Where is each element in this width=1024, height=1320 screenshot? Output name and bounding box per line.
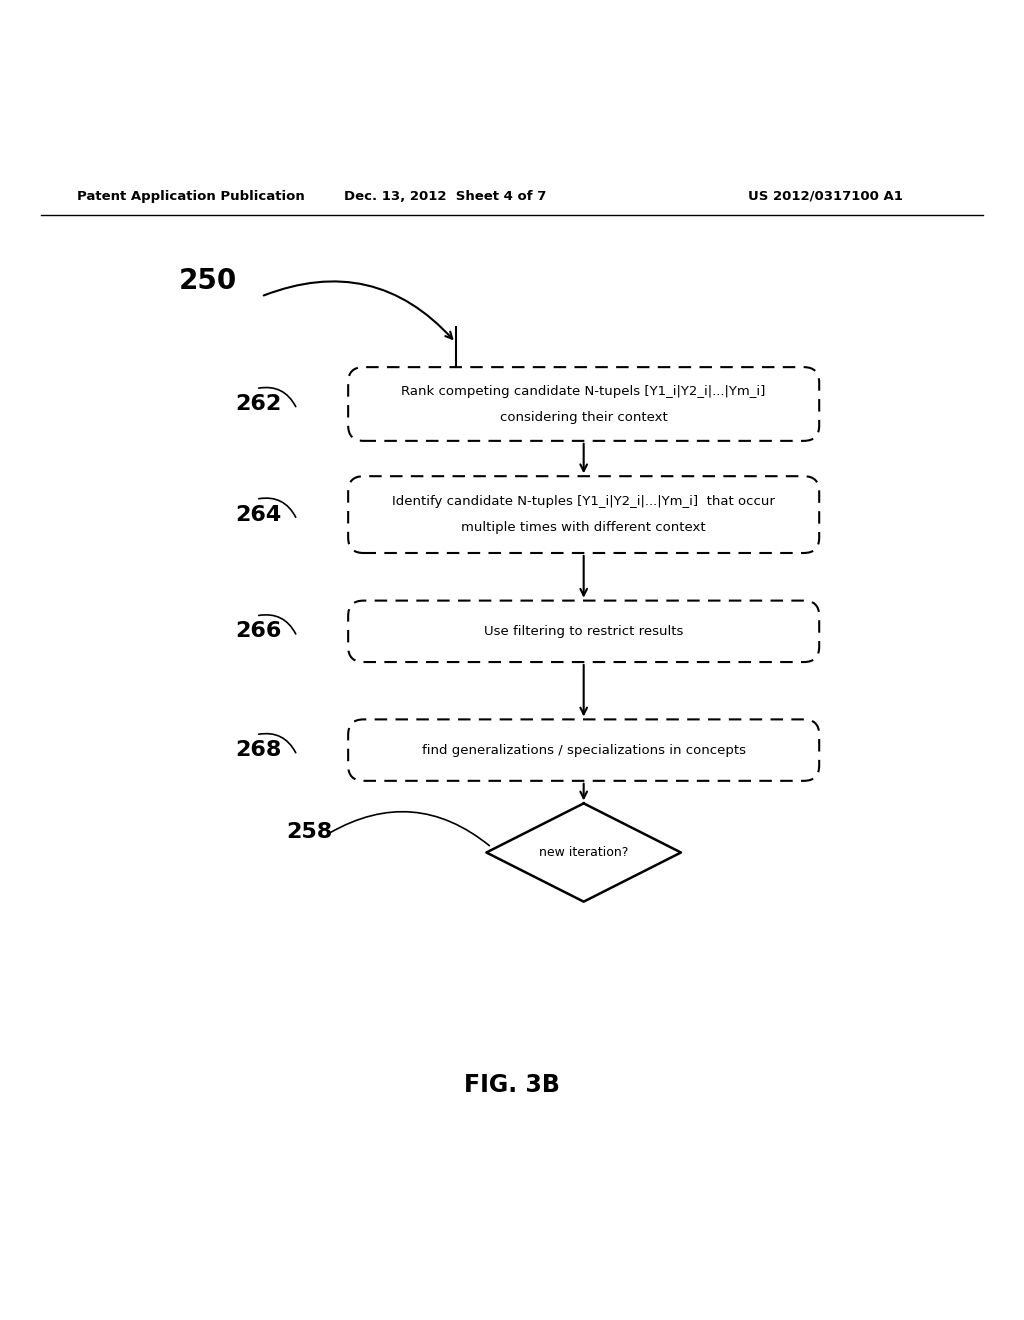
Text: Rank competing candidate N-tupels [Y1_i|Y2_i|...|Ym_i]: Rank competing candidate N-tupels [Y1_i|… — [401, 385, 766, 399]
Text: considering their context: considering their context — [500, 411, 668, 424]
Text: find generalizations / specializations in concepts: find generalizations / specializations i… — [422, 743, 745, 756]
Text: new iteration?: new iteration? — [539, 846, 629, 859]
Text: FIG. 3B: FIG. 3B — [464, 1073, 560, 1097]
Polygon shape — [486, 804, 681, 902]
FancyBboxPatch shape — [348, 719, 819, 781]
FancyBboxPatch shape — [348, 601, 819, 663]
Text: Dec. 13, 2012  Sheet 4 of 7: Dec. 13, 2012 Sheet 4 of 7 — [344, 190, 547, 203]
Text: 250: 250 — [179, 267, 238, 296]
FancyBboxPatch shape — [348, 477, 819, 553]
Text: 264: 264 — [236, 504, 282, 524]
Text: Use filtering to restrict results: Use filtering to restrict results — [484, 624, 683, 638]
FancyBboxPatch shape — [348, 367, 819, 441]
Text: Identify candidate N-tuples [Y1_i|Y2_i|...|Ym_i]  that occur: Identify candidate N-tuples [Y1_i|Y2_i|.… — [392, 495, 775, 508]
Text: 266: 266 — [236, 622, 282, 642]
Text: US 2012/0317100 A1: US 2012/0317100 A1 — [748, 190, 902, 203]
Text: 258: 258 — [287, 822, 333, 842]
Text: 262: 262 — [236, 393, 282, 414]
Text: 268: 268 — [236, 741, 282, 760]
Text: multiple times with different context: multiple times with different context — [462, 521, 706, 535]
Text: Patent Application Publication: Patent Application Publication — [77, 190, 304, 203]
